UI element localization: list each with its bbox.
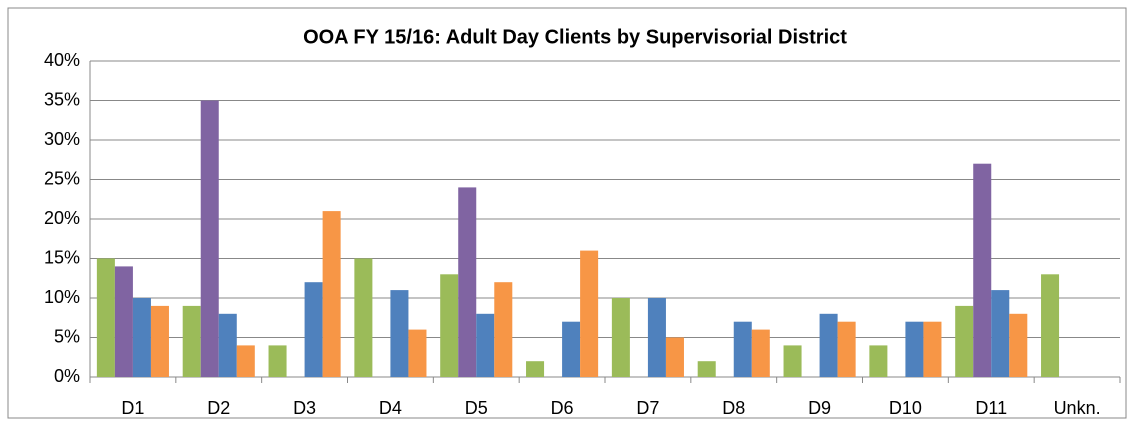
bar [526,361,545,377]
x-tick-label: D6 [551,398,574,418]
y-tick-label: 30% [44,129,80,149]
bar [665,337,684,377]
x-tick-label: D1 [121,398,144,418]
y-tick-label: 15% [44,247,80,267]
bar [905,321,924,377]
bar [236,345,255,377]
y-tick-label: 5% [54,326,80,346]
bar [494,282,513,377]
bar [440,274,459,377]
bar [268,345,287,377]
bar [408,329,427,377]
chart-title: OOA FY 15/16: Adult Day Clients by Super… [303,26,847,48]
bar [955,305,974,377]
bar [1009,313,1028,377]
bar [751,329,770,377]
x-tick-label: D4 [379,398,402,418]
bar [869,345,888,377]
x-tick-label: D7 [636,398,659,418]
bar [218,313,237,377]
bar [733,321,752,377]
bar [837,321,856,377]
bar [580,250,599,377]
bar [114,266,133,377]
x-tick-label: D3 [293,398,316,418]
bar [923,321,942,377]
x-tick-label: Unkn. [1054,398,1101,418]
bar [611,298,630,377]
x-tick-label: D5 [465,398,488,418]
bar [991,290,1010,377]
bar [96,258,115,377]
x-tick-label: D10 [889,398,922,418]
bar [200,100,219,377]
bar [354,258,373,377]
bar [390,290,409,377]
bar [697,361,716,377]
bar [973,163,992,377]
bar [1041,274,1060,377]
bar [476,313,495,377]
bar [150,305,169,377]
bar [562,321,581,377]
bar [182,305,201,377]
y-tick-label: 10% [44,287,80,307]
bar [304,282,323,377]
bar [458,187,477,377]
y-tick-label: 35% [44,89,80,109]
y-tick-label: 40% [44,50,80,70]
x-tick-label: D2 [207,398,230,418]
y-tick-label: 25% [44,168,80,188]
bar [783,345,802,377]
y-tick-label: 20% [44,208,80,228]
bar [132,298,151,377]
x-tick-label: D9 [808,398,831,418]
bar [819,313,838,377]
bar [647,298,666,377]
x-tick-label: D8 [722,398,745,418]
y-tick-label: 0% [54,366,80,386]
bar [322,211,341,377]
x-tick-label: D11 [975,398,1007,418]
